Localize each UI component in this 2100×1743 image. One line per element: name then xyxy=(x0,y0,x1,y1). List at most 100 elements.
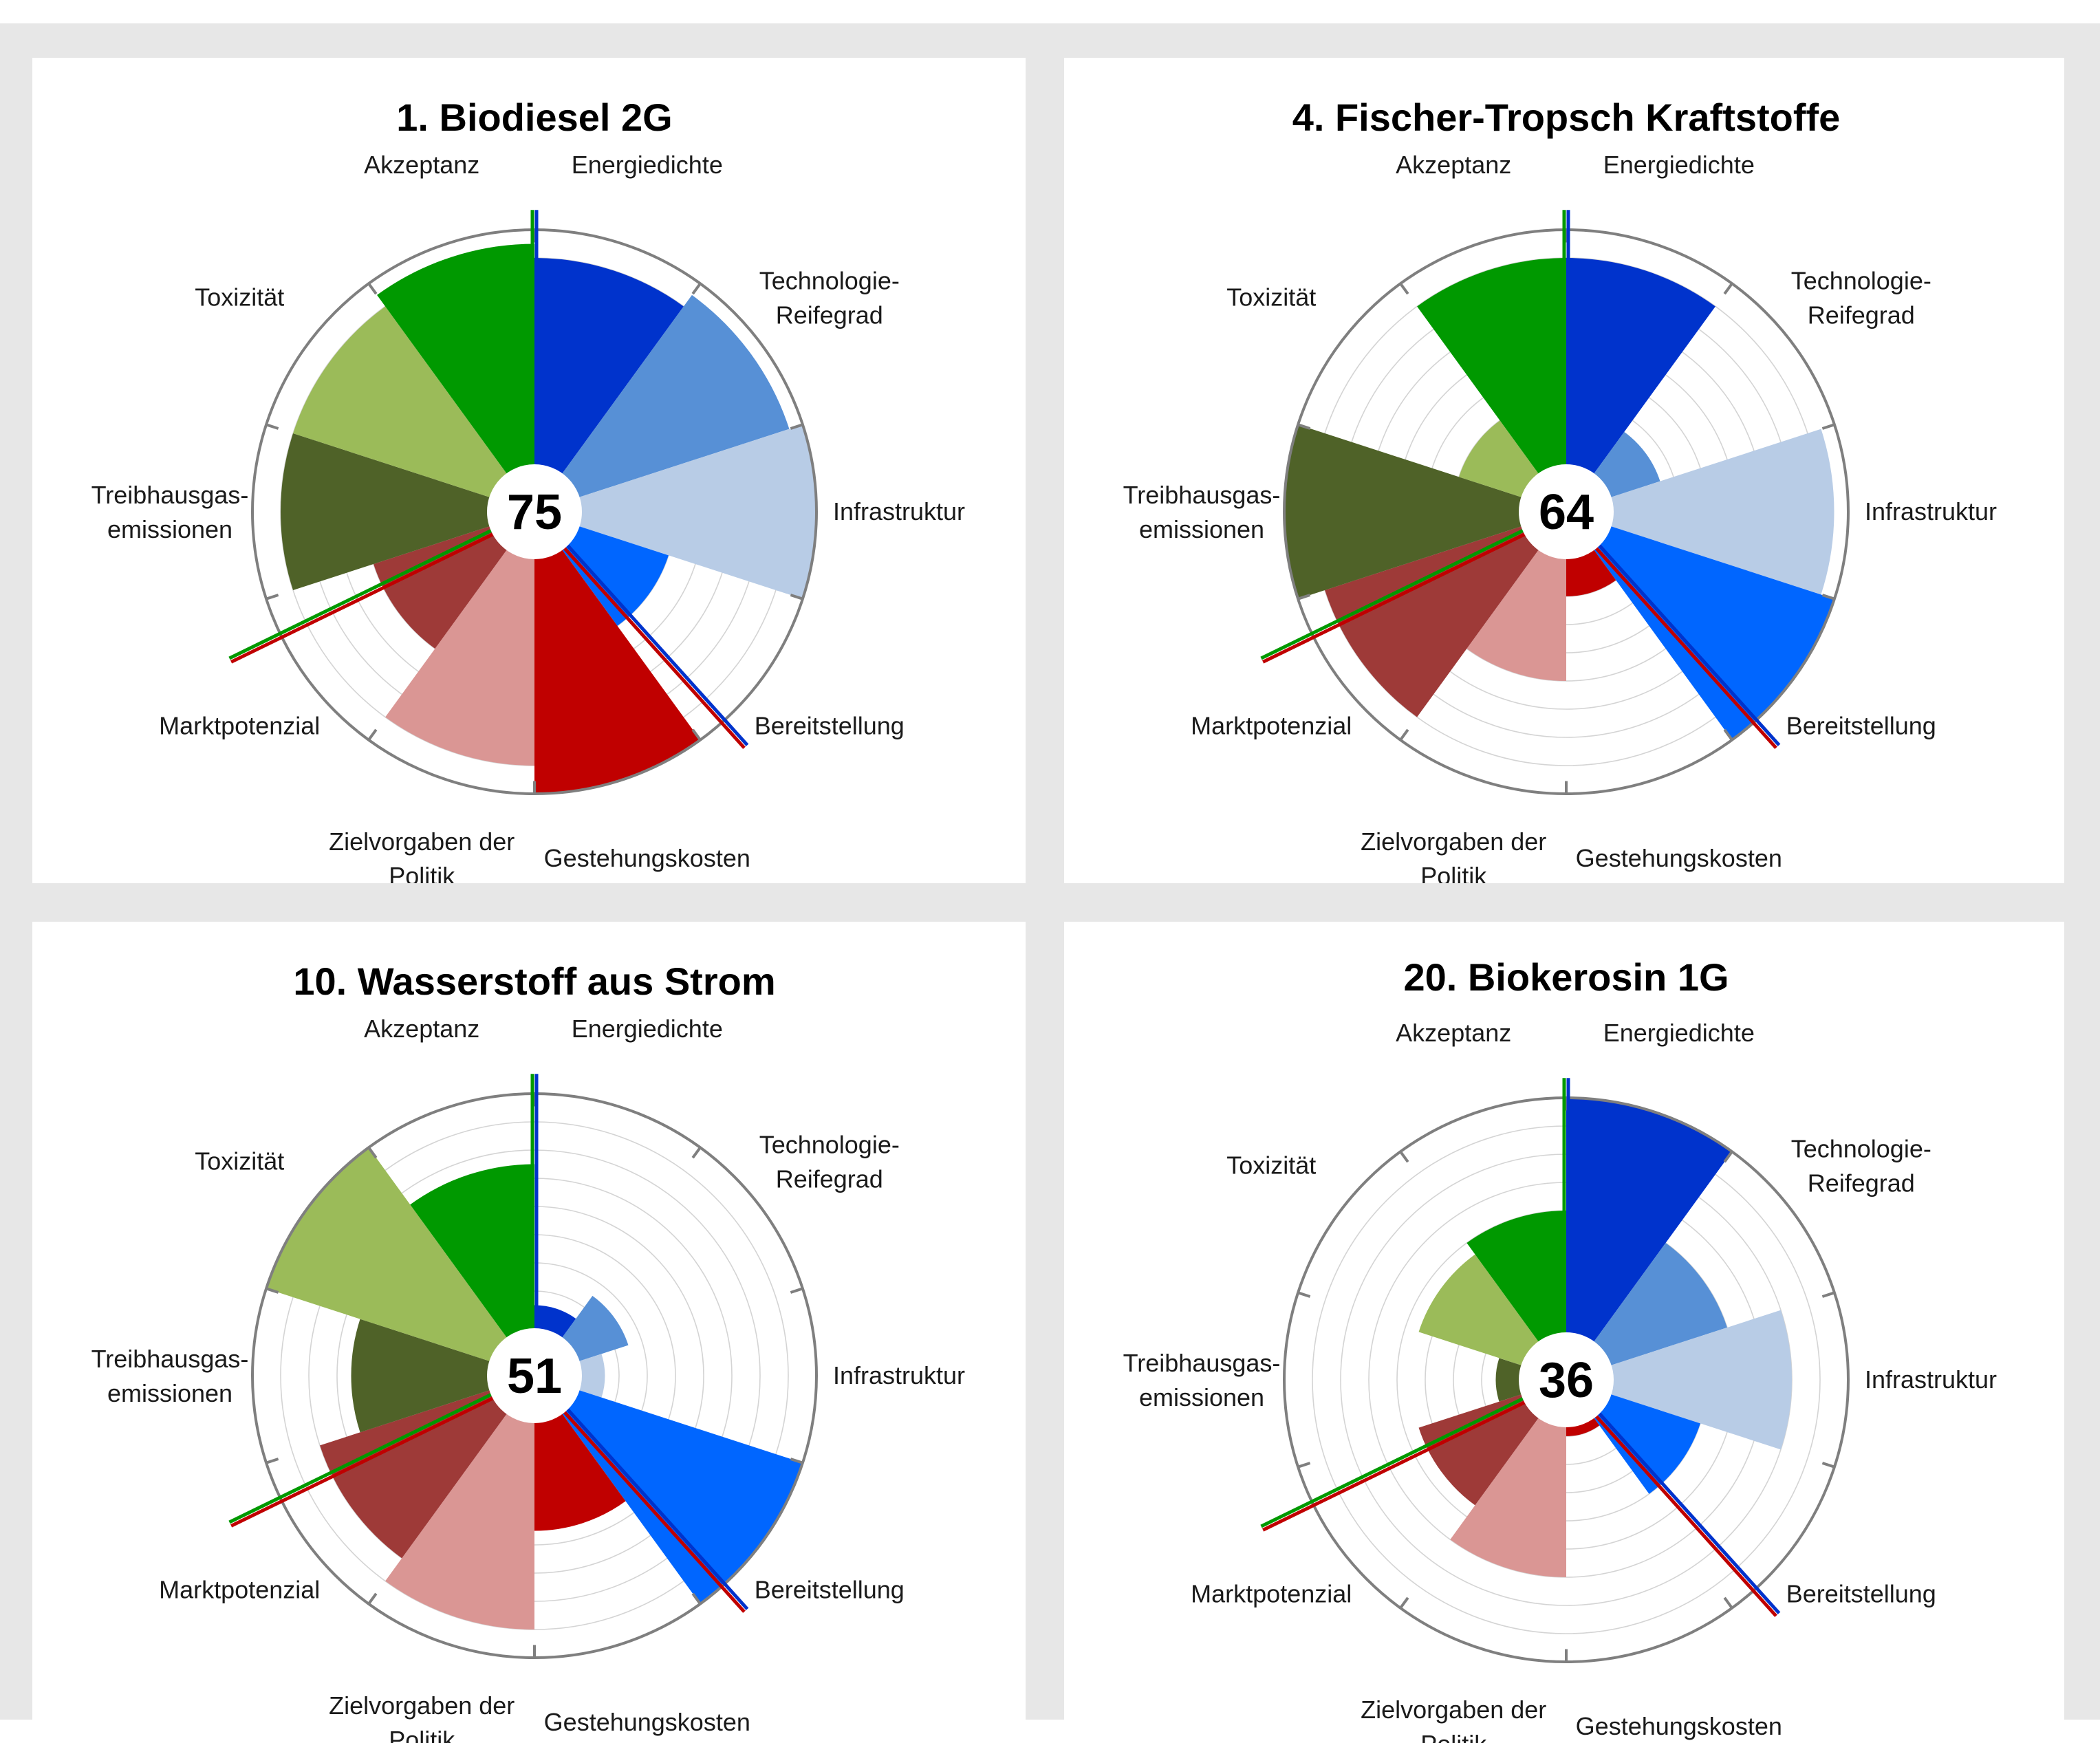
sector-divider xyxy=(1399,728,1409,741)
category-label: Bereitstellung xyxy=(755,712,905,740)
chart-panel-biokerosin: 20. Biokerosin 1G 36 Energiedichte Technolo… xyxy=(1064,922,2064,1743)
chart-title: 20. Biokerosin 1G xyxy=(1403,955,1729,999)
category-label: Treibhausgas-emissionen xyxy=(91,1345,249,1407)
axis-needle xyxy=(1563,1380,1777,1617)
axis-needle xyxy=(1563,512,1777,749)
category-label: Infrastruktur xyxy=(833,497,965,526)
sector-bereitstellung xyxy=(534,1376,803,1604)
sector-marktpotenzial xyxy=(374,512,534,649)
sector-akzeptanz xyxy=(1417,258,1566,512)
sector-treibhausgasemissionen xyxy=(281,433,534,591)
category-label: Toxizität xyxy=(1226,283,1316,311)
category-label: Marktpotenzial xyxy=(159,1576,320,1604)
category-label: Treibhausgas-emissionen xyxy=(1123,1349,1281,1411)
category-label: Akzeptanz xyxy=(364,1015,479,1043)
sector-divider xyxy=(367,1147,378,1159)
category-label: Bereitstellung xyxy=(1786,1580,1936,1608)
sector-bereitstellung xyxy=(1566,512,1834,740)
sector-marktpotenzial xyxy=(1325,512,1566,717)
sector-akzeptanz xyxy=(1466,1211,1566,1380)
sector-treibhausgasemissionen xyxy=(1284,424,1566,599)
chart-title: 4. Fischer-Tropsch Kraftstoffe xyxy=(1292,96,1841,139)
sector-divider xyxy=(790,1458,803,1464)
sector-divider xyxy=(691,1592,702,1605)
category-label: Infrastruktur xyxy=(1865,497,1997,526)
polar-area-chart: 1. Biodiesel 2G 75 Energiedichte Technologi… xyxy=(91,96,965,883)
sector-divider xyxy=(1821,1462,1835,1469)
sector-divider xyxy=(266,423,279,430)
category-label: Energiedichte xyxy=(572,1015,723,1043)
sector-infrastruktur xyxy=(1566,429,1834,595)
sector-divider xyxy=(1723,728,1733,741)
category-label: Akzeptanz xyxy=(1396,1019,1511,1047)
category-label: Bereitstellung xyxy=(755,1576,905,1604)
axis-needle xyxy=(531,512,746,749)
score-value: 51 xyxy=(507,1349,562,1404)
axis-needle xyxy=(531,1376,746,1613)
category-label: Toxizität xyxy=(195,283,284,311)
sector-divider xyxy=(367,1592,378,1605)
sector-divider xyxy=(1723,1151,1733,1163)
polar-area-chart: 10. Wasserstoff aus Strom 51 Energiedichte… xyxy=(91,960,965,1743)
category-label: Energiedichte xyxy=(572,151,723,179)
sector-akzeptanz xyxy=(410,1164,534,1376)
category-label: Bereitstellung xyxy=(1786,712,1936,740)
sector-gestehungskosten xyxy=(534,512,700,794)
polar-area-chart: 20. Biokerosin 1G 36 Energiedichte Technolo… xyxy=(1123,955,1997,1743)
category-label: Marktpotenzial xyxy=(159,712,320,740)
axis-needle xyxy=(534,509,749,746)
category-label: Marktpotenzial xyxy=(1191,712,1352,740)
score-badge xyxy=(1519,464,1614,559)
sector-toxizität xyxy=(293,306,534,512)
category-label: Infrastruktur xyxy=(1865,1365,1997,1394)
chart-title: 1. Biodiesel 2G xyxy=(396,96,673,139)
sector-technologiereifegrad xyxy=(534,294,790,512)
axis-needle xyxy=(1262,1380,1568,1532)
sector-technologiereifegrad xyxy=(1566,1242,1727,1380)
sector-energiedichte xyxy=(534,258,684,512)
category-label: Gestehungskosten xyxy=(1576,844,1782,872)
axis-needle xyxy=(1260,1376,1566,1528)
sector-zielvorgabenderpolitik xyxy=(385,512,534,766)
sector-toxizität xyxy=(266,1147,534,1376)
axis-needle xyxy=(230,512,537,664)
category-label: Treibhausgas-emissionen xyxy=(91,481,249,543)
score-value: 75 xyxy=(507,485,562,540)
sector-divider xyxy=(1399,1151,1409,1163)
axis-needle xyxy=(1566,509,1781,746)
category-label: Gestehungskosten xyxy=(544,1708,750,1736)
axis-needle xyxy=(228,508,534,660)
chart-panel-biodiesel: 1. Biodiesel 2G 75 Energiedichte Technologi… xyxy=(32,58,1026,883)
sector-divider xyxy=(790,1287,803,1294)
category-label: Toxizität xyxy=(195,1147,284,1175)
score-value: 64 xyxy=(1539,485,1594,540)
sector-marktpotenzial xyxy=(1418,1380,1566,1506)
category-label: Technologie-Reifegrad xyxy=(1791,1134,1931,1197)
sector-divider xyxy=(790,423,803,430)
sector-energiedichte xyxy=(1566,258,1715,512)
category-label: Technologie-Reifegrad xyxy=(1791,266,1931,329)
sector-divider xyxy=(1723,283,1733,295)
axis-needle xyxy=(1566,1377,1781,1614)
score-value: 36 xyxy=(1539,1353,1594,1408)
sector-divider xyxy=(1297,1291,1311,1298)
sector-divider xyxy=(1821,1291,1835,1298)
sector-divider xyxy=(266,1287,279,1294)
polar-area-chart: 4. Fischer-Tropsch Kraftstoffe 64 Energied… xyxy=(1123,96,1997,883)
category-label: Marktpotenzial xyxy=(1191,1580,1352,1608)
sector-energiedichte xyxy=(1566,1098,1732,1380)
sector-divider xyxy=(367,283,378,295)
sector-divider xyxy=(1399,1596,1409,1609)
category-label: Akzeptanz xyxy=(364,151,479,179)
sector-zielvorgabenderpolitik xyxy=(1466,512,1566,681)
sector-marktpotenzial xyxy=(320,1376,534,1559)
sector-divider xyxy=(367,728,378,741)
sector-divider xyxy=(790,594,803,600)
category-label: Infrastruktur xyxy=(833,1361,965,1389)
chart-title: 10. Wasserstoff aus Strom xyxy=(293,960,775,1003)
sector-infrastruktur xyxy=(534,424,817,599)
sector-divider xyxy=(1821,594,1835,600)
chart-panel-wasserstoff: 10. Wasserstoff aus Strom 51 Energiedichte… xyxy=(32,922,1026,1743)
figure-background: 1. Biodiesel 2G 75 Energiedichte Technologi… xyxy=(0,23,2100,1743)
